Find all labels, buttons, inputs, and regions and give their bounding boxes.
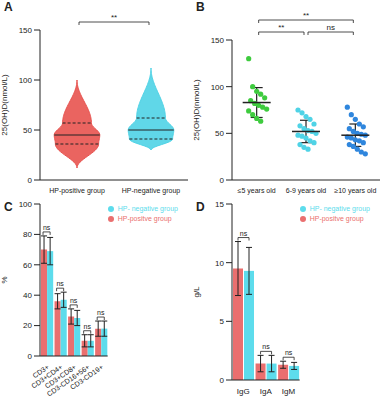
svg-text:g/L: g/L (192, 286, 201, 298)
svg-text:150: 150 (211, 36, 225, 45)
svg-text:CD3+CD8+: CD3+CD8+ (43, 363, 78, 390)
svg-text:0: 0 (220, 176, 225, 185)
svg-text:0: 0 (28, 176, 33, 185)
svg-text:ns: ns (326, 23, 334, 32)
svg-text:ns: ns (56, 280, 64, 287)
svg-text:0: 0 (28, 352, 33, 361)
svg-text:100: 100 (19, 200, 33, 209)
html-text:A: A (4, 0, 13, 14)
svg-text:ns: ns (240, 230, 248, 237)
svg-text:IgG: IgG (237, 387, 250, 396)
svg-text:60: 60 (23, 261, 32, 270)
svg-text:0: 0 (220, 376, 225, 385)
svg-text:80: 80 (23, 230, 32, 239)
svg-text:ns: ns (97, 309, 105, 316)
svg-text:ns: ns (83, 323, 91, 330)
svg-text:**: ** (278, 23, 284, 32)
svg-text:CD3+CD4+: CD3+CD4+ (30, 363, 64, 390)
svg-text:25(OH)D(nmol/L): 25(OH)D(nmol/L) (192, 79, 201, 141)
svg-text:100: 100 (211, 83, 225, 92)
svg-text:CD3-CD19+: CD3-CD19+ (69, 363, 104, 391)
svg-text:**: ** (111, 13, 117, 22)
html-text:HP- negative group: HP- negative group (309, 205, 370, 212)
svg-text:≤5 years old: ≤5 years old (238, 187, 276, 195)
svg-text:ns: ns (262, 343, 270, 350)
svg-text:≥10 years old: ≥10 years old (334, 187, 376, 195)
svg-text:ns: ns (43, 224, 51, 231)
html-text:C: C (4, 200, 13, 214)
html-text:HP-positve group: HP-positve group (117, 215, 172, 222)
svg-text:HP-negative group: HP-negative group (122, 187, 180, 195)
svg-text:50: 50 (215, 129, 224, 138)
svg-text:HP-positive group: HP-positive group (49, 187, 105, 195)
svg-text:50: 50 (23, 126, 32, 135)
svg-text:ns: ns (70, 297, 78, 304)
svg-text:6-9 years old: 6-9 years old (286, 187, 327, 195)
svg-text:CD3+: CD3+ (31, 363, 51, 380)
html-text:D: D (196, 200, 205, 214)
svg-text:ns: ns (285, 349, 293, 356)
svg-text:CD3-CD16+56+: CD3-CD16+56+ (45, 363, 91, 398)
svg-text:25(OH)D(nmol/L): 25(OH)D(nmol/L) (8, 74, 9, 136)
svg-text:150: 150 (19, 26, 33, 35)
svg-text:15: 15 (215, 200, 224, 209)
svg-text:10: 10 (215, 259, 224, 268)
html-text:HP-positve group: HP-positve group (309, 215, 364, 222)
svg-text:100: 100 (19, 76, 33, 85)
svg-text:40: 40 (23, 291, 32, 300)
svg-text:IgA: IgA (260, 387, 273, 396)
svg-text:5: 5 (220, 317, 225, 326)
html-text:HP- negative group: HP- negative group (117, 205, 178, 212)
svg-text:IgM: IgM (282, 387, 296, 396)
html-text:B: B (196, 0, 205, 14)
svg-text:**: ** (303, 11, 309, 20)
svg-text:%: % (8, 276, 9, 283)
svg-text:20: 20 (23, 321, 32, 330)
